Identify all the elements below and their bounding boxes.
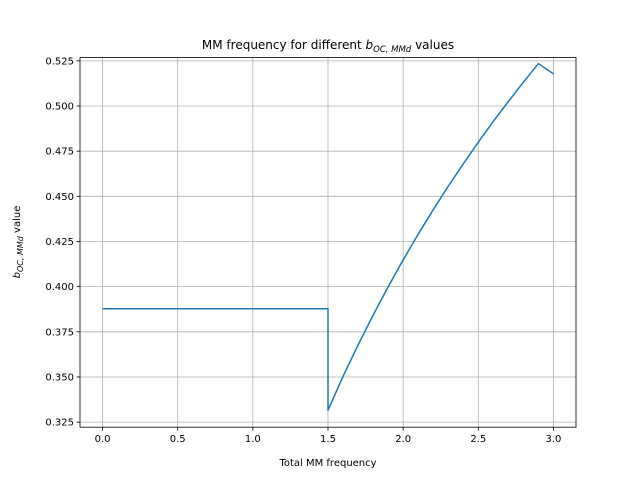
x-tick-label: 1.0 xyxy=(245,434,261,445)
x-tick-label: 3.0 xyxy=(546,434,562,445)
y-tick-label: 0.475 xyxy=(45,147,74,158)
y-tick-label: 0.350 xyxy=(45,372,74,383)
series-line xyxy=(102,62,554,411)
x-tick-label: 2.5 xyxy=(470,434,486,445)
chart-title: MM frequency for different bOC, MMd valu… xyxy=(202,38,454,55)
series-layer xyxy=(102,62,554,411)
y-tick-label: 0.450 xyxy=(45,192,74,203)
grid xyxy=(80,57,576,428)
x-tick-label: 2.0 xyxy=(395,434,411,445)
x-axis-label: Total MM frequency xyxy=(278,458,376,469)
x-tick-label: 0.0 xyxy=(95,434,111,445)
y-tick-label: 0.525 xyxy=(45,56,74,67)
y-tick-label: 0.500 xyxy=(45,102,74,113)
x-tick-label: 0.5 xyxy=(170,434,186,445)
y-tick-label: 0.325 xyxy=(45,418,74,429)
y-tick-label: 0.400 xyxy=(45,282,74,293)
y-tick-label: 0.425 xyxy=(45,237,74,248)
y-tick-label: 0.375 xyxy=(45,327,74,338)
ticks: 0.0 0.5 1.0 1.5 2.0 2.5 3.0 0.325 0.350 0.375 0.40… xyxy=(45,56,561,445)
y-axis-label: bOC, MMd value xyxy=(12,206,25,279)
x-tick-label: 1.5 xyxy=(320,434,336,445)
